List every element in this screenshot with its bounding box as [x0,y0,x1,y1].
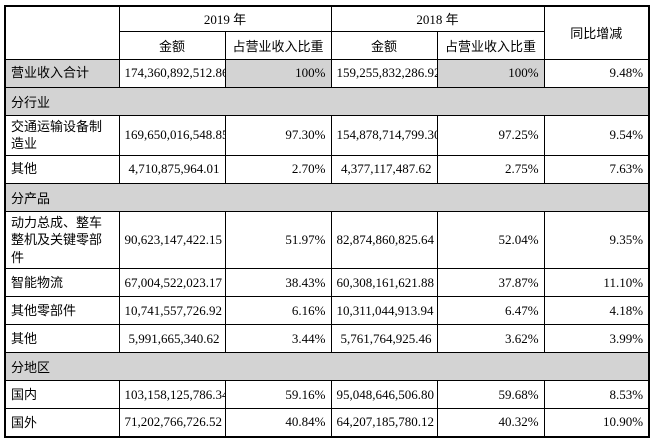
row-label: 动力总成、整车整机及关键零部件 [4,210,120,270]
header-row-years: 2019 年 2018 年 同比增减 [4,5,650,60]
row-label: 其他零部件 [4,296,120,326]
table-row: 营业收入合计 174,360,892,512.86 100% 159,255,832,… [4,58,650,88]
table-row: 其他零部件 10,741,557,726.92 6.16% 10,311,044,91… [4,296,650,326]
row-label: 国外 [4,408,120,438]
ratio-2018-header: 占营业收入比重 [436,30,545,60]
yoy-cell: 10.90% [543,408,650,438]
amount-2018-header: 金额 [330,30,438,60]
ratio-2018-cell: 40.32% [436,408,545,438]
yoy-change-header: 同比增减 [543,5,650,60]
amount-2018-cell: 4,377,117,487.62 [330,154,438,184]
amount-2018-cell: 159,255,832,286.92 [330,58,438,88]
yoy-cell: 8.53% [543,380,650,410]
section-label: 分地区 [4,352,650,382]
header-row-measures: 金额 占营业收入比重 金额 占营业收入比重 [5,30,649,60]
ratio-2019-cell: 2.70% [224,154,332,184]
ratio-2018-cell: 100% [436,58,545,88]
ratio-2019-cell: 59.16% [224,380,332,410]
amount-2018-cell: 5,761,764,925.46 [330,324,438,354]
table-row: 其他 4,710,875,964.01 2.70% 4,377,117,487.62 2… [4,154,650,184]
table-row: 智能物流 67,004,522,023.17 38.43% 60,308,161,62… [4,268,650,298]
ratio-2019-cell: 97.30% [224,114,332,156]
ratio-2018-cell: 3.62% [436,324,545,354]
table-row: 其他 5,991,665,340.62 3.44% 5,761,764,925.46 3… [4,324,650,354]
ratio-2018-cell: 52.04% [436,210,545,270]
ratio-2018-cell: 6.47% [436,296,545,326]
amount-2018-cell: 60,308,161,621.88 [330,268,438,298]
ratio-2019-cell: 40.84% [224,408,332,438]
ratio-2018-cell: 2.75% [436,154,545,184]
ratio-2019-cell: 6.16% [224,296,332,326]
yoy-cell: 7.63% [543,154,650,184]
amount-2018-cell: 95,048,646,506.80 [330,380,438,410]
amount-2019-cell: 10,741,557,726.92 [118,296,226,326]
ratio-2019-cell: 3.44% [224,324,332,354]
amount-2018-cell: 154,878,714,799.30 [330,114,438,156]
revenue-breakdown-table: 2019 年 2018 年 同比增减 金额 占营业收入比重 金额 占营业收入比重… [4,5,651,438]
amount-2019-cell: 169,650,016,548.85 [118,114,226,156]
row-label: 其他 [4,154,120,184]
year-2019-header: 2019 年 [118,5,332,32]
section-row: 分行业 [4,86,650,116]
table-row: 动力总成、整车整机及关键零部件 90,623,147,422.15 51.97% 82… [4,210,650,270]
ratio-2019-cell: 38.43% [224,268,332,298]
section-row: 分产品 [4,182,650,212]
amount-2019-cell: 90,623,147,422.15 [118,210,226,270]
amount-2019-cell: 103,158,125,786.34 [118,380,226,410]
yoy-cell: 9.35% [543,210,650,270]
ratio-2018-cell: 37.87% [436,268,545,298]
ratio-2019-header: 占营业收入比重 [224,30,332,60]
amount-2019-cell: 4,710,875,964.01 [118,154,226,184]
table-row: 国外 71,202,766,726.52 40.84% 64,207,185,780.… [4,408,650,438]
yoy-cell: 3.99% [543,324,650,354]
row-label: 智能物流 [4,268,120,298]
section-label: 分产品 [4,182,650,212]
amount-2019-cell: 67,004,522,023.17 [118,268,226,298]
ratio-2018-cell: 59.68% [436,380,545,410]
corner-cell [4,5,120,60]
ratio-2019-cell: 100% [224,58,332,88]
table-row: 国内 103,158,125,786.34 59.16% 95,048,646,506… [4,380,650,410]
yoy-cell: 9.48% [543,58,650,88]
row-label: 国内 [4,380,120,410]
amount-2018-cell: 64,207,185,780.12 [330,408,438,438]
amount-2019-cell: 174,360,892,512.86 [118,58,226,88]
amount-2018-cell: 82,874,860,825.64 [330,210,438,270]
yoy-cell: 9.54% [543,114,650,156]
table-body: 营业收入合计 174,360,892,512.86 100% 159,255,832,… [4,58,650,438]
yoy-cell: 4.18% [543,296,650,326]
amount-2019-cell: 5,991,665,340.62 [118,324,226,354]
table-row: 交通运输设备制造业 169,650,016,548.85 97.30% 154,878… [4,114,650,156]
row-label: 其他 [4,324,120,354]
amount-2018-cell: 10,311,044,913.94 [330,296,438,326]
section-row: 分地区 [4,352,650,382]
report-page: 2019 年 2018 年 同比增减 金额 占营业收入比重 金额 占营业收入比重… [4,5,651,438]
ratio-2018-cell: 97.25% [436,114,545,156]
amount-2019-header: 金额 [118,30,226,60]
year-2018-header: 2018 年 [330,5,545,32]
amount-2019-cell: 71,202,766,726.52 [118,408,226,438]
section-label: 分行业 [4,86,650,116]
yoy-cell: 11.10% [543,268,650,298]
ratio-2019-cell: 51.97% [224,210,332,270]
row-label: 营业收入合计 [4,58,120,88]
row-label: 交通运输设备制造业 [4,114,120,156]
